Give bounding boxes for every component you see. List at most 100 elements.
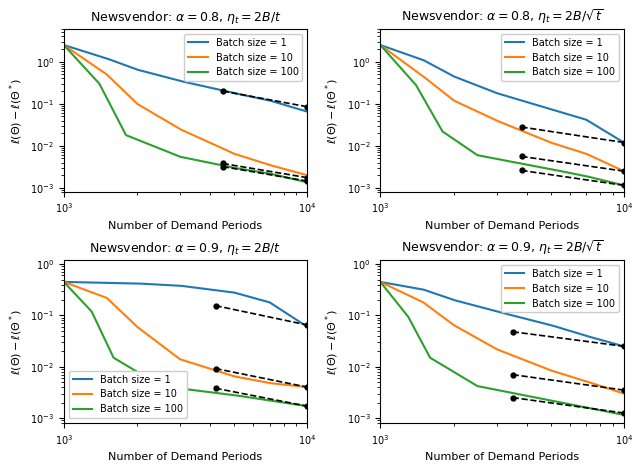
Line: Batch size = 10: Batch size = 10	[380, 45, 624, 171]
Line: Batch size = 10: Batch size = 10	[64, 45, 307, 175]
Line: Batch size = 100: Batch size = 100	[64, 282, 307, 406]
Batch size = 1	[192, 285, 200, 290]
Batch size = 100	[620, 412, 628, 418]
X-axis label: Number of Demand Periods: Number of Demand Periods	[109, 452, 262, 462]
Line: Batch size = 100: Batch size = 100	[380, 45, 624, 185]
Batch size = 1	[576, 331, 584, 337]
Legend: Batch size = 1, Batch size = 10, Batch size = 100: Batch size = 1, Batch size = 10, Batch s…	[501, 34, 619, 82]
X-axis label: Number of Demand Periods: Number of Demand Periods	[425, 221, 579, 231]
Batch size = 1	[177, 78, 185, 84]
X-axis label: Number of Demand Periods: Number of Demand Periods	[109, 221, 262, 231]
Batch size = 100	[205, 389, 212, 395]
Batch size = 1	[508, 312, 516, 318]
Batch size = 1	[205, 287, 212, 292]
Legend: Batch size = 1, Batch size = 10, Batch size = 100: Batch size = 1, Batch size = 10, Batch s…	[68, 371, 187, 418]
Batch size = 10	[60, 42, 68, 48]
Batch size = 100	[192, 157, 200, 163]
Batch size = 1	[522, 316, 529, 321]
Batch size = 100	[508, 390, 516, 396]
Line: Batch size = 1: Batch size = 1	[64, 282, 307, 327]
Batch size = 100	[493, 156, 501, 162]
Batch size = 100	[576, 403, 584, 409]
Batch size = 10	[508, 124, 516, 129]
Batch size = 100	[492, 387, 500, 393]
Batch size = 100	[522, 161, 529, 167]
Batch size = 10	[620, 391, 628, 396]
Batch size = 1	[205, 84, 212, 90]
Title: Newsvendor: $\alpha = 0.9$, $\eta_t = 2B/t$: Newsvendor: $\alpha = 0.9$, $\eta_t = 2B…	[90, 240, 282, 257]
Batch size = 10	[522, 357, 529, 363]
Line: Batch size = 1: Batch size = 1	[64, 45, 307, 112]
Line: Batch size = 100: Batch size = 100	[380, 282, 624, 415]
Batch size = 100	[175, 154, 183, 159]
Batch size = 1	[614, 136, 622, 142]
Legend: Batch size = 1, Batch size = 10, Batch size = 100: Batch size = 1, Batch size = 10, Batch s…	[184, 34, 303, 82]
Batch size = 1	[576, 115, 584, 121]
Batch size = 100	[303, 180, 311, 185]
Batch size = 10	[260, 379, 268, 385]
Batch size = 1	[260, 96, 268, 102]
Batch size = 100	[614, 181, 622, 187]
Batch size = 10	[205, 139, 212, 145]
Batch size = 10	[614, 166, 622, 171]
Batch size = 100	[175, 386, 183, 391]
Legend: Batch size = 1, Batch size = 10, Batch size = 100: Batch size = 1, Batch size = 10, Batch s…	[501, 265, 619, 312]
Batch size = 100	[522, 393, 529, 398]
Batch size = 100	[376, 279, 384, 285]
Line: Batch size = 10: Batch size = 10	[64, 282, 307, 387]
Batch size = 10	[192, 133, 200, 139]
Batch size = 1	[192, 82, 200, 87]
Batch size = 1	[60, 42, 68, 48]
Batch size = 1	[376, 42, 384, 48]
Batch size = 1	[508, 95, 516, 100]
Y-axis label: $\ell(\Theta) - \ell(\Theta^*)$: $\ell(\Theta) - \ell(\Theta^*)$	[323, 77, 341, 144]
Batch size = 1	[492, 90, 500, 96]
Batch size = 10	[303, 173, 311, 178]
Batch size = 10	[260, 160, 268, 166]
Batch size = 10	[298, 171, 305, 176]
Batch size = 100	[177, 154, 185, 160]
Batch size = 10	[576, 377, 584, 382]
Batch size = 10	[175, 356, 183, 362]
Batch size = 100	[192, 387, 200, 393]
Batch size = 1	[303, 109, 311, 114]
Batch size = 10	[508, 352, 516, 358]
Batch size = 1	[620, 140, 628, 145]
Batch size = 1	[60, 279, 68, 285]
Batch size = 10	[493, 118, 501, 124]
Batch size = 100	[177, 386, 185, 391]
Batch size = 10	[303, 384, 311, 390]
Y-axis label: $\ell(\Theta) - \ell(\Theta^*)$: $\ell(\Theta) - \ell(\Theta^*)$	[7, 77, 24, 144]
Line: Batch size = 100: Batch size = 100	[64, 45, 307, 182]
Batch size = 100	[298, 402, 305, 408]
Batch size = 1	[298, 107, 305, 113]
Line: Batch size = 10: Batch size = 10	[380, 282, 624, 393]
Batch size = 10	[492, 117, 500, 123]
Batch size = 10	[493, 347, 501, 352]
Batch size = 100	[260, 397, 268, 402]
Title: Newsvendor: $\alpha = 0.9$, $\eta_t = 2B/\sqrt{t}$: Newsvendor: $\alpha = 0.9$, $\eta_t = 2B…	[401, 238, 604, 257]
Batch size = 10	[376, 42, 384, 48]
Batch size = 1	[493, 309, 501, 314]
Batch size = 1	[175, 283, 183, 288]
Batch size = 100	[376, 42, 384, 48]
Batch size = 10	[620, 168, 628, 174]
Batch size = 100	[205, 160, 212, 166]
Title: Newsvendor: $\alpha = 0.8$, $\eta_t = 2B/t$: Newsvendor: $\alpha = 0.8$, $\eta_t = 2B…	[90, 9, 282, 26]
Batch size = 1	[620, 343, 628, 349]
Batch size = 100	[60, 42, 68, 48]
Batch size = 10	[576, 149, 584, 155]
Batch size = 1	[298, 320, 305, 326]
Batch size = 10	[192, 361, 200, 367]
Y-axis label: $\ell(\Theta) - \ell(\Theta^*)$: $\ell(\Theta) - \ell(\Theta^*)$	[323, 308, 341, 375]
Batch size = 100	[620, 182, 628, 188]
Batch size = 100	[493, 387, 501, 393]
Batch size = 1	[376, 279, 384, 285]
Batch size = 100	[60, 279, 68, 285]
Batch size = 10	[205, 365, 212, 371]
Batch size = 100	[492, 156, 500, 161]
Title: Newsvendor: $\alpha = 0.8$, $\eta_t = 2B/\sqrt{t}$: Newsvendor: $\alpha = 0.8$, $\eta_t = 2B…	[401, 7, 604, 26]
Batch size = 100	[303, 403, 311, 409]
Batch size = 1	[614, 342, 622, 348]
Line: Batch size = 1: Batch size = 1	[380, 45, 624, 143]
